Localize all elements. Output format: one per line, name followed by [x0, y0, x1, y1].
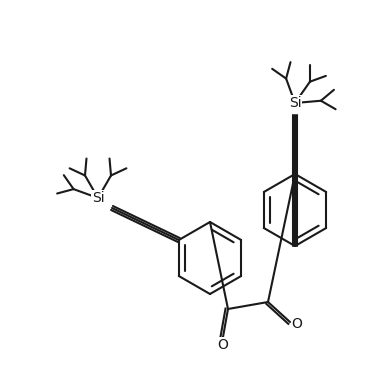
Text: O: O	[291, 317, 302, 331]
Text: Si: Si	[289, 96, 301, 110]
Text: O: O	[218, 338, 228, 352]
Text: Si: Si	[92, 191, 104, 205]
